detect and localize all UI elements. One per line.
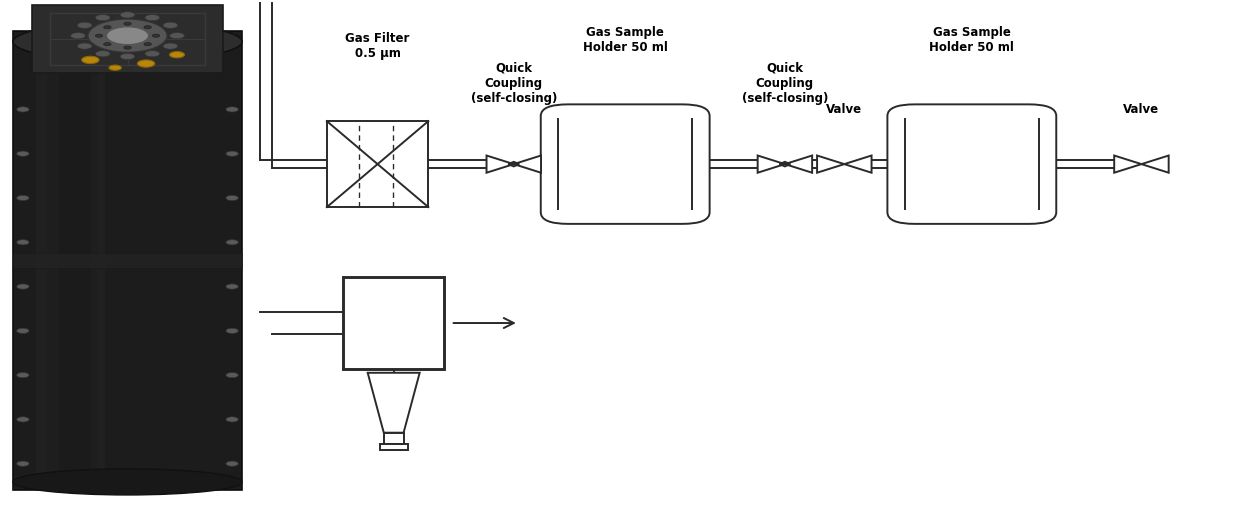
Circle shape [16, 284, 28, 289]
FancyBboxPatch shape [888, 104, 1056, 224]
Circle shape [225, 195, 238, 201]
Circle shape [145, 15, 160, 21]
Circle shape [95, 15, 110, 21]
Circle shape [82, 56, 99, 64]
Polygon shape [1114, 156, 1141, 172]
Bar [12, 31, 241, 490]
Polygon shape [758, 156, 785, 172]
Bar [31, 5, 223, 73]
Polygon shape [785, 156, 812, 172]
Circle shape [144, 43, 151, 46]
Bar [58, 42, 90, 479]
Text: Gas Sample
Holder 50 ml: Gas Sample Holder 50 ml [930, 27, 1014, 54]
Circle shape [145, 51, 160, 57]
Bar [36, 42, 104, 479]
Circle shape [104, 26, 111, 29]
Ellipse shape [12, 469, 241, 495]
Text: Valve: Valve [1123, 103, 1160, 116]
Circle shape [106, 27, 149, 45]
Circle shape [225, 461, 238, 466]
Circle shape [16, 461, 28, 466]
Circle shape [225, 284, 238, 289]
Circle shape [16, 107, 28, 112]
Ellipse shape [12, 22, 241, 61]
Circle shape [16, 195, 28, 201]
Circle shape [16, 373, 28, 378]
Circle shape [225, 328, 238, 333]
Text: Mass
spectro-
meter: Mass spectro- meter [366, 302, 421, 344]
Circle shape [163, 22, 178, 28]
Circle shape [144, 26, 151, 29]
Circle shape [120, 54, 135, 60]
Polygon shape [368, 373, 420, 432]
FancyBboxPatch shape [541, 104, 709, 224]
Polygon shape [487, 156, 514, 172]
Circle shape [16, 240, 28, 245]
Circle shape [152, 34, 160, 38]
Bar [327, 121, 428, 207]
Polygon shape [514, 156, 541, 172]
Circle shape [225, 373, 238, 378]
Bar [384, 432, 404, 444]
Circle shape [16, 151, 28, 156]
Text: Quick
Coupling
(self-closing): Quick Coupling (self-closing) [742, 62, 828, 105]
Circle shape [109, 65, 121, 70]
Bar [380, 444, 407, 450]
Text: Quick
Coupling
(self-closing): Quick Coupling (self-closing) [470, 62, 557, 105]
Bar [47, 42, 98, 479]
Circle shape [225, 240, 238, 245]
Circle shape [95, 51, 110, 57]
Circle shape [137, 60, 155, 67]
Circle shape [88, 19, 167, 53]
Bar [343, 277, 444, 369]
Circle shape [16, 417, 28, 422]
Circle shape [71, 32, 85, 39]
Polygon shape [1141, 156, 1169, 172]
Bar [12, 253, 241, 268]
Circle shape [225, 417, 238, 422]
Circle shape [104, 43, 111, 46]
Text: Gas Filter
0.5 μm: Gas Filter 0.5 μm [345, 32, 410, 59]
Circle shape [16, 328, 28, 333]
Circle shape [170, 32, 184, 39]
Polygon shape [817, 156, 844, 172]
Circle shape [170, 52, 184, 58]
Text: Gas Sample
Holder 50 ml: Gas Sample Holder 50 ml [583, 27, 667, 54]
Text: Valve: Valve [826, 103, 863, 116]
Circle shape [77, 22, 92, 28]
Polygon shape [844, 156, 872, 172]
Circle shape [225, 107, 238, 112]
Circle shape [163, 43, 178, 49]
Circle shape [77, 43, 92, 49]
Circle shape [95, 34, 103, 38]
Circle shape [225, 151, 238, 156]
Circle shape [120, 12, 135, 18]
Circle shape [124, 46, 131, 49]
Circle shape [124, 22, 131, 25]
